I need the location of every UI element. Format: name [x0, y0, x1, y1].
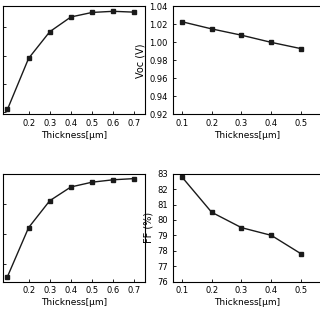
Y-axis label: Voc (V): Voc (V) [135, 43, 145, 78]
X-axis label: Thickness[μm]: Thickness[μm] [214, 298, 280, 307]
X-axis label: Thickness[μm]: Thickness[μm] [41, 298, 107, 307]
X-axis label: Thickness[μm]: Thickness[μm] [41, 131, 107, 140]
Y-axis label: FF (%): FF (%) [143, 212, 153, 243]
X-axis label: Thickness[μm]: Thickness[μm] [214, 131, 280, 140]
